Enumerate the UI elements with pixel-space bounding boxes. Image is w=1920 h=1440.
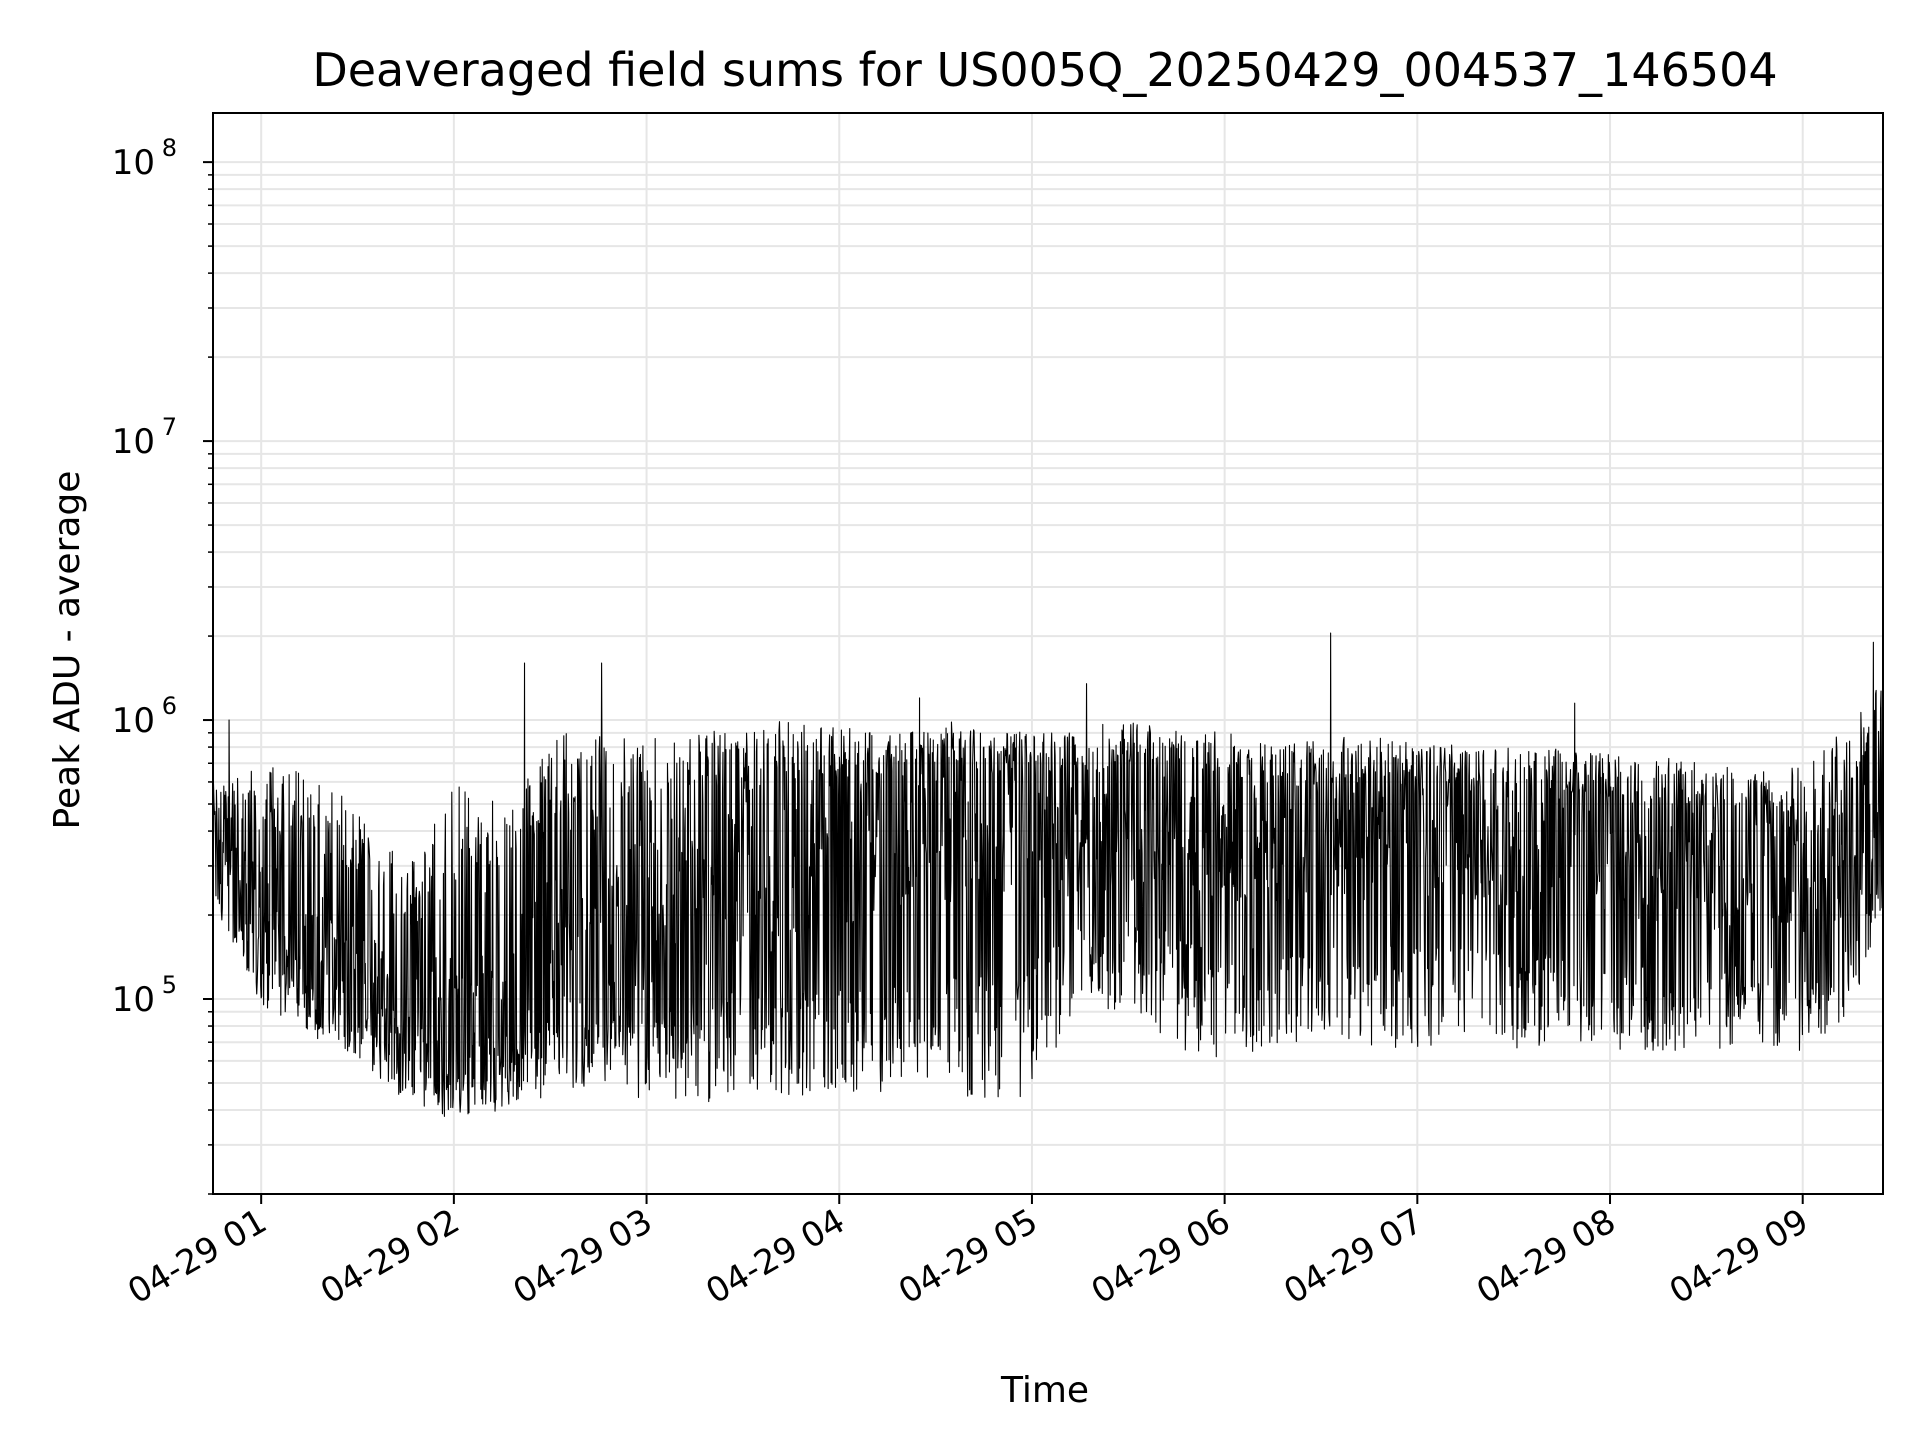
y-axis-label: Peak ADU - average [47, 471, 88, 830]
y-tick-label: 10 7 [112, 413, 177, 462]
y-tick-label: 10 8 [112, 134, 177, 183]
plot-frame [212, 112, 1884, 1195]
y-tick-label: 10 5 [112, 971, 177, 1020]
chart-title: Deaveraged field sums for US005Q_2025042… [312, 43, 1777, 97]
series-line [212, 632, 1884, 1117]
y-tick-label: 10 6 [112, 692, 177, 741]
tick-marks [203, 161, 1804, 1204]
series-line-group [212, 632, 1884, 1117]
x-axis-label: Time [1000, 1370, 1089, 1411]
